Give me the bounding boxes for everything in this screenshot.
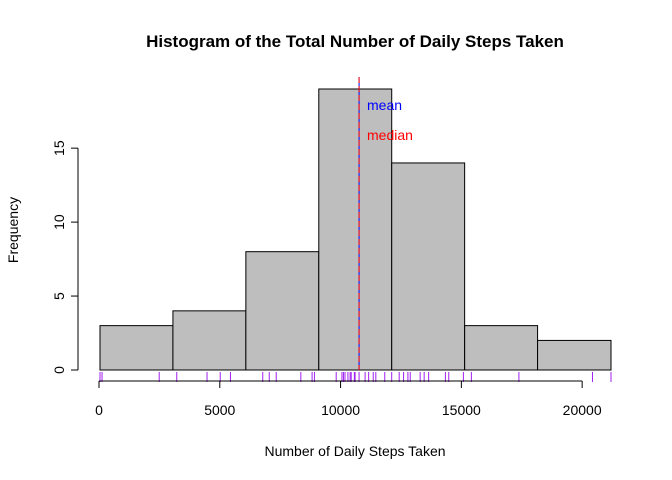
y-tick-label: 15 — [51, 140, 67, 156]
y-tick-label: 0 — [51, 366, 67, 374]
mean-label: mean — [367, 97, 402, 113]
x-tick-label: 10000 — [321, 402, 360, 418]
x-tick-label: 15000 — [442, 402, 481, 418]
histogram-bar-6 — [464, 325, 539, 371]
x-axis-title: Number of Daily Steps Taken — [264, 443, 445, 459]
stat-lines: mean median — [358, 77, 413, 370]
x-tick-label: 5000 — [204, 402, 235, 418]
y-axis: 0 5 10 15 — [51, 140, 79, 374]
chart-title: Histogram of the Total Number of Daily S… — [146, 32, 564, 51]
bars-group — [99, 88, 612, 371]
y-axis-title: Frequency — [5, 197, 21, 263]
histogram-bar-2 — [172, 310, 247, 371]
histogram-bar-1 — [99, 325, 174, 371]
y-tick-label: 5 — [51, 292, 67, 300]
histogram-bar-7 — [537, 339, 612, 371]
median-label: median — [367, 127, 413, 143]
histogram-bar-5 — [391, 162, 466, 371]
x-axis: 0 5000 10000 15000 20000 — [95, 380, 602, 418]
histogram-bar-4 — [318, 88, 393, 371]
x-tick-label: 0 — [95, 402, 103, 418]
histogram-bar-3 — [245, 251, 320, 371]
y-tick-label: 10 — [51, 214, 67, 230]
x-tick-label: 20000 — [563, 402, 602, 418]
rug-group — [99, 372, 612, 382]
